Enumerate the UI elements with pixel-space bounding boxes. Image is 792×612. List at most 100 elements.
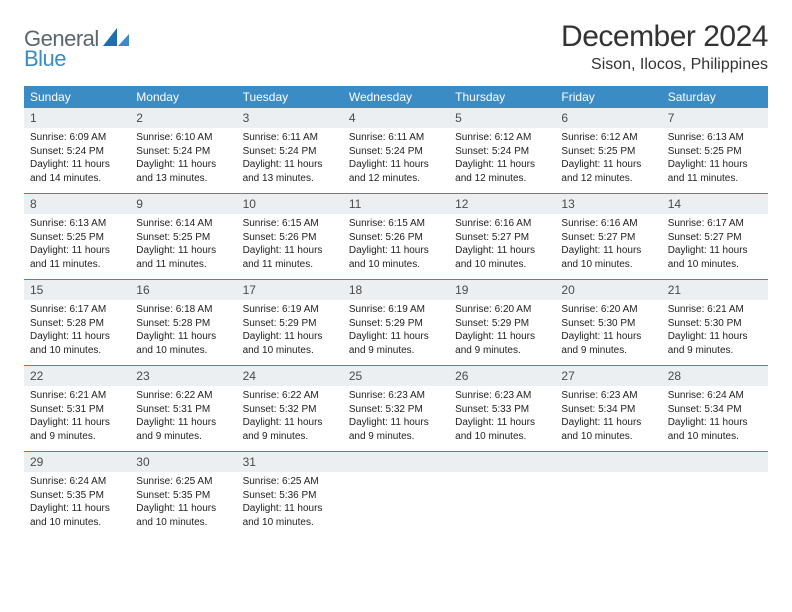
- day-dl2: and 11 minutes.: [30, 258, 124, 272]
- logo-sail-icon: [103, 28, 129, 50]
- day-sunrise: Sunrise: 6:23 AM: [349, 389, 443, 403]
- day-cell: Sunrise: 6:23 AMSunset: 5:33 PMDaylight:…: [449, 386, 555, 451]
- day-number: 4: [343, 108, 449, 128]
- day-sunset: Sunset: 5:25 PM: [136, 231, 230, 245]
- day-number: 31: [237, 452, 343, 472]
- day-sunset: Sunset: 5:29 PM: [455, 317, 549, 331]
- day-dl1: Daylight: 11 hours: [349, 330, 443, 344]
- day-sunrise: Sunrise: 6:13 AM: [30, 217, 124, 231]
- day-sunset: Sunset: 5:34 PM: [561, 403, 655, 417]
- day-dl2: and 12 minutes.: [561, 172, 655, 186]
- day-dl2: and 10 minutes.: [136, 344, 230, 358]
- day-number: 29: [24, 452, 130, 472]
- day-cell: Sunrise: 6:12 AMSunset: 5:25 PMDaylight:…: [555, 128, 661, 193]
- day-cell: [449, 472, 555, 537]
- day-sunset: Sunset: 5:26 PM: [349, 231, 443, 245]
- calendar-week: 1234567Sunrise: 6:09 AMSunset: 5:24 PMDa…: [24, 108, 768, 194]
- day-sunrise: Sunrise: 6:21 AM: [668, 303, 762, 317]
- day-cell: Sunrise: 6:11 AMSunset: 5:24 PMDaylight:…: [237, 128, 343, 193]
- day-dl2: and 10 minutes.: [30, 344, 124, 358]
- day-number: 7: [662, 108, 768, 128]
- daynum-row: 293031: [24, 452, 768, 472]
- day-dl1: Daylight: 11 hours: [136, 330, 230, 344]
- calendar-week: 15161718192021Sunrise: 6:17 AMSunset: 5:…: [24, 280, 768, 366]
- day-sunrise: Sunrise: 6:13 AM: [668, 131, 762, 145]
- day-dl1: Daylight: 11 hours: [243, 330, 337, 344]
- day-cell: Sunrise: 6:22 AMSunset: 5:31 PMDaylight:…: [130, 386, 236, 451]
- day-cell: Sunrise: 6:14 AMSunset: 5:25 PMDaylight:…: [130, 214, 236, 279]
- day-sunrise: Sunrise: 6:12 AM: [561, 131, 655, 145]
- day-dl2: and 12 minutes.: [349, 172, 443, 186]
- day-dl2: and 10 minutes.: [243, 516, 337, 530]
- day-sunset: Sunset: 5:28 PM: [30, 317, 124, 331]
- day-number: 27: [555, 366, 661, 386]
- day-dl2: and 10 minutes.: [668, 258, 762, 272]
- day-cell: Sunrise: 6:24 AMSunset: 5:35 PMDaylight:…: [24, 472, 130, 537]
- day-sunrise: Sunrise: 6:15 AM: [349, 217, 443, 231]
- day-number: 26: [449, 366, 555, 386]
- day-dl1: Daylight: 11 hours: [668, 330, 762, 344]
- day-cell: Sunrise: 6:22 AMSunset: 5:32 PMDaylight:…: [237, 386, 343, 451]
- day-cell: Sunrise: 6:25 AMSunset: 5:36 PMDaylight:…: [237, 472, 343, 537]
- day-dl2: and 14 minutes.: [30, 172, 124, 186]
- day-dl2: and 9 minutes.: [668, 344, 762, 358]
- day-dl1: Daylight: 11 hours: [561, 416, 655, 430]
- day-number: 2: [130, 108, 236, 128]
- day-sunset: Sunset: 5:25 PM: [668, 145, 762, 159]
- day-number: 24: [237, 366, 343, 386]
- day-dl2: and 9 minutes.: [349, 430, 443, 444]
- day-number: 28: [662, 366, 768, 386]
- day-sunrise: Sunrise: 6:10 AM: [136, 131, 230, 145]
- day-sunset: Sunset: 5:31 PM: [30, 403, 124, 417]
- day-sunset: Sunset: 5:24 PM: [243, 145, 337, 159]
- location: Sison, Ilocos, Philippines: [561, 56, 768, 74]
- day-cell: Sunrise: 6:16 AMSunset: 5:27 PMDaylight:…: [449, 214, 555, 279]
- day-number: 3: [237, 108, 343, 128]
- day-sunset: Sunset: 5:27 PM: [455, 231, 549, 245]
- day-sunrise: Sunrise: 6:11 AM: [243, 131, 337, 145]
- day-sunrise: Sunrise: 6:14 AM: [136, 217, 230, 231]
- day-number: [662, 452, 768, 472]
- day-dl2: and 11 minutes.: [668, 172, 762, 186]
- day-sunset: Sunset: 5:29 PM: [349, 317, 443, 331]
- day-sunset: Sunset: 5:32 PM: [349, 403, 443, 417]
- day-cell: Sunrise: 6:15 AMSunset: 5:26 PMDaylight:…: [343, 214, 449, 279]
- day-cell: [343, 472, 449, 537]
- day-sunset: Sunset: 5:24 PM: [30, 145, 124, 159]
- day-cell: [662, 472, 768, 537]
- day-dl1: Daylight: 11 hours: [136, 158, 230, 172]
- day-dl1: Daylight: 11 hours: [136, 416, 230, 430]
- day-dl1: Daylight: 11 hours: [455, 244, 549, 258]
- weekday-header-cell: Thursday: [449, 86, 555, 108]
- day-sunset: Sunset: 5:31 PM: [136, 403, 230, 417]
- day-number: 10: [237, 194, 343, 214]
- day-number: 23: [130, 366, 236, 386]
- day-cell: Sunrise: 6:16 AMSunset: 5:27 PMDaylight:…: [555, 214, 661, 279]
- header: General Blue December 2024 Sison, Ilocos…: [24, 20, 768, 74]
- day-dl1: Daylight: 11 hours: [30, 244, 124, 258]
- day-dl1: Daylight: 11 hours: [136, 244, 230, 258]
- day-dl2: and 10 minutes.: [561, 258, 655, 272]
- day-sunset: Sunset: 5:25 PM: [30, 231, 124, 245]
- logo: General Blue: [24, 20, 129, 70]
- day-sunrise: Sunrise: 6:21 AM: [30, 389, 124, 403]
- day-sunrise: Sunrise: 6:15 AM: [243, 217, 337, 231]
- day-dl2: and 12 minutes.: [455, 172, 549, 186]
- day-sunset: Sunset: 5:27 PM: [561, 231, 655, 245]
- day-sunrise: Sunrise: 6:19 AM: [349, 303, 443, 317]
- day-cell: Sunrise: 6:12 AMSunset: 5:24 PMDaylight:…: [449, 128, 555, 193]
- day-number: 30: [130, 452, 236, 472]
- day-sunrise: Sunrise: 6:12 AM: [455, 131, 549, 145]
- day-dl1: Daylight: 11 hours: [349, 158, 443, 172]
- day-sunrise: Sunrise: 6:22 AM: [136, 389, 230, 403]
- day-number: 15: [24, 280, 130, 300]
- day-dl2: and 10 minutes.: [243, 344, 337, 358]
- day-dl1: Daylight: 11 hours: [136, 502, 230, 516]
- day-cell: Sunrise: 6:23 AMSunset: 5:34 PMDaylight:…: [555, 386, 661, 451]
- day-dl1: Daylight: 11 hours: [349, 244, 443, 258]
- day-dl2: and 9 minutes.: [136, 430, 230, 444]
- day-sunset: Sunset: 5:27 PM: [668, 231, 762, 245]
- day-dl2: and 10 minutes.: [30, 516, 124, 530]
- day-number: 14: [662, 194, 768, 214]
- day-dl1: Daylight: 11 hours: [30, 158, 124, 172]
